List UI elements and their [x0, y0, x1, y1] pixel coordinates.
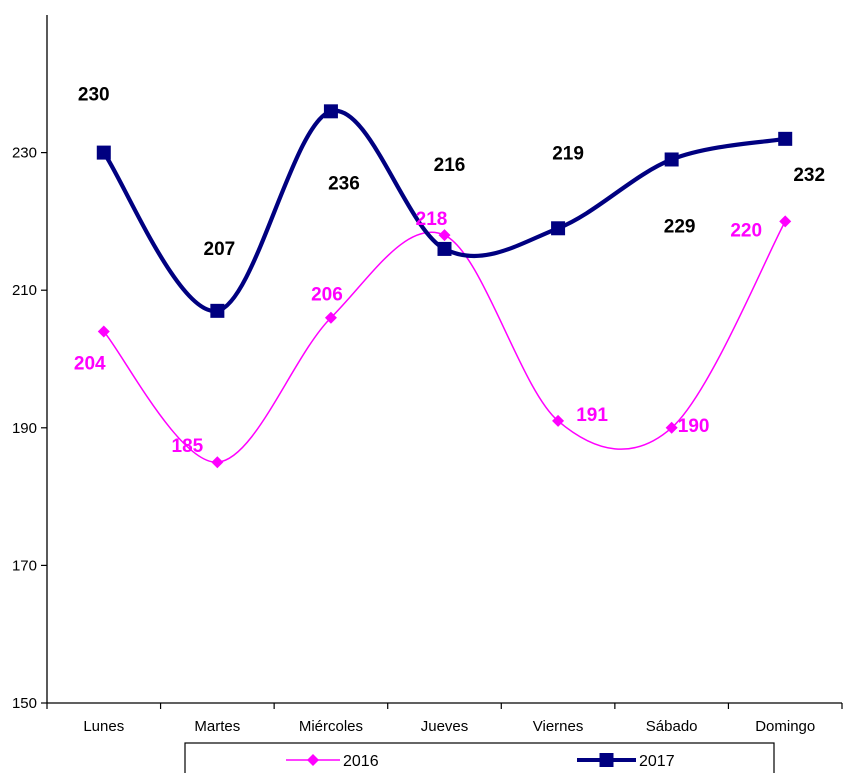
- data-point: [551, 221, 566, 236]
- data-label: 191: [576, 405, 608, 426]
- y-tick-label: 190: [12, 420, 37, 437]
- data-point: [438, 229, 451, 242]
- data-label: 230: [78, 85, 110, 106]
- data-point: [324, 311, 337, 324]
- legend-marker: [599, 753, 614, 767]
- x-tick-label: Lunes: [83, 718, 124, 735]
- data-point: [211, 456, 224, 469]
- data-label: 216: [434, 155, 466, 176]
- data-label: 204: [74, 353, 106, 374]
- data-point: [779, 215, 792, 228]
- legend-label: 2017: [639, 753, 675, 770]
- data-point: [552, 414, 565, 427]
- data-label: 207: [204, 239, 236, 260]
- x-tick-label: Sábado: [646, 718, 698, 735]
- data-point: [210, 303, 225, 318]
- data-label: 220: [730, 220, 762, 241]
- legend-box: [184, 742, 775, 773]
- data-point: [96, 145, 111, 160]
- data-point: [664, 152, 679, 167]
- data-label: 185: [172, 436, 204, 457]
- data-point: [778, 131, 793, 146]
- data-labels: 204 185 206 218 191 190 220 230 207 236 216 219 229 2…: [74, 85, 825, 458]
- y-tick-label: 210: [12, 282, 37, 299]
- series-markers: [96, 104, 793, 469]
- data-label: 190: [678, 416, 710, 437]
- x-tick-label: Martes: [194, 718, 240, 735]
- y-tick-label: 150: [12, 695, 37, 712]
- y-tick-label: 170: [12, 557, 37, 574]
- y-tick-group: 150 170 190 210 230: [12, 145, 47, 712]
- legend: 2016 2017: [184, 742, 775, 773]
- data-point: [437, 241, 452, 256]
- x-tick-group: Lunes Martes Miércoles Jueves Viernes Sábado D…: [46, 703, 843, 735]
- y-tick-label: 230: [12, 145, 37, 162]
- legend-marker: [307, 754, 319, 766]
- x-tick-label: Jueves: [421, 718, 469, 735]
- data-label: 232: [793, 165, 825, 186]
- data-label: 236: [328, 173, 360, 194]
- axes: [46, 15, 842, 704]
- data-label: 229: [664, 216, 696, 237]
- x-tick-label: Domingo: [755, 718, 815, 735]
- legend-label: 2016: [343, 753, 379, 770]
- data-label: 219: [552, 143, 584, 164]
- x-tick-label: Miércoles: [299, 718, 363, 735]
- data-label: 218: [416, 209, 448, 230]
- data-point: [97, 325, 110, 338]
- x-tick-label: Viernes: [533, 718, 584, 735]
- data-label: 206: [311, 285, 343, 306]
- data-point: [665, 421, 678, 434]
- data-point: [323, 104, 338, 119]
